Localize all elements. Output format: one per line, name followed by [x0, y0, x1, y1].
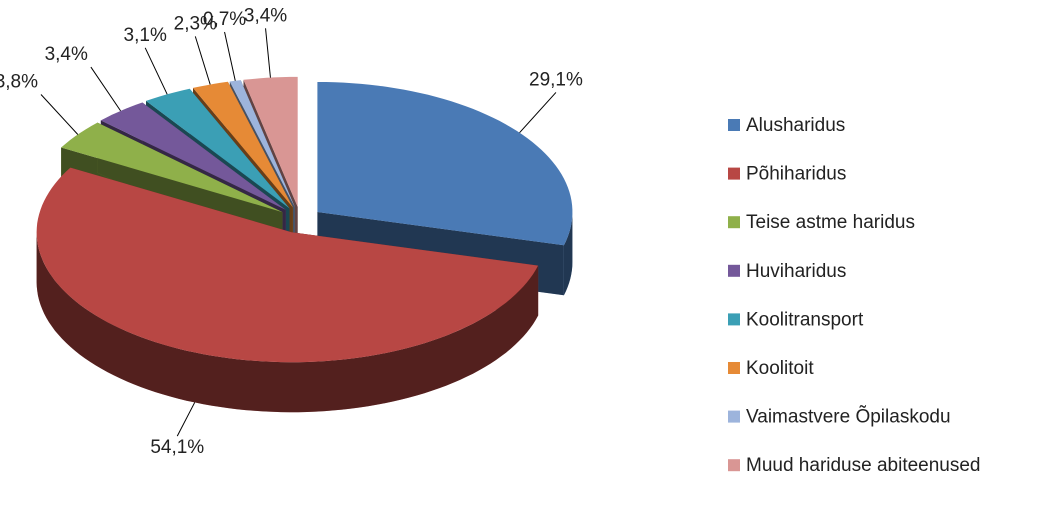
legend-swatch	[728, 362, 740, 374]
data-label: 2,3%	[174, 13, 217, 34]
legend-swatch	[728, 216, 740, 229]
leader-line	[265, 28, 271, 78]
legend-swatch	[728, 459, 740, 472]
legend-label: Koolitoit	[746, 358, 814, 379]
leader-line	[224, 31, 236, 81]
data-label: 3,4%	[45, 44, 88, 65]
slice-shade	[563, 212, 573, 296]
slice-top	[100, 102, 286, 210]
legend-swatch	[728, 410, 740, 423]
leader-line	[194, 36, 211, 85]
slice-top	[243, 76, 298, 207]
data-label: 3,1%	[124, 25, 167, 46]
leader-line	[519, 92, 557, 134]
legend-label: Vaimastvere Õpilaskodu	[746, 406, 951, 428]
legend-swatch	[728, 167, 740, 180]
slice-top	[146, 88, 290, 209]
data-label: 3,4%	[244, 5, 287, 26]
slice	[36, 167, 539, 413]
slice-top	[193, 81, 293, 208]
legend-label: Koolitransport	[746, 309, 864, 330]
slice-top	[36, 167, 539, 363]
legend-label: Huviharidus	[746, 261, 846, 282]
data-label: 3,8%	[0, 72, 38, 93]
legend-swatch	[728, 264, 740, 277]
slice-top	[61, 122, 283, 213]
leader-line	[144, 47, 168, 95]
legend-swatch	[728, 119, 740, 131]
legend-label: Alusharidus	[746, 115, 845, 136]
data-label: 54,1%	[150, 437, 204, 458]
legend-label: Teise astme haridus	[746, 212, 915, 233]
legend-label: Põhiharidus	[746, 164, 846, 185]
leader-line	[176, 402, 196, 437]
leader-line	[90, 66, 122, 112]
data-label: 0,7%	[203, 9, 246, 30]
slice-top	[229, 80, 295, 208]
legend-label: Muud hariduse abiteenused	[746, 455, 981, 476]
data-label: 29,1%	[529, 69, 583, 90]
leader-line	[40, 94, 79, 135]
legend-swatch	[728, 313, 740, 326]
slice-shade	[36, 232, 539, 413]
slice-top	[317, 82, 573, 246]
